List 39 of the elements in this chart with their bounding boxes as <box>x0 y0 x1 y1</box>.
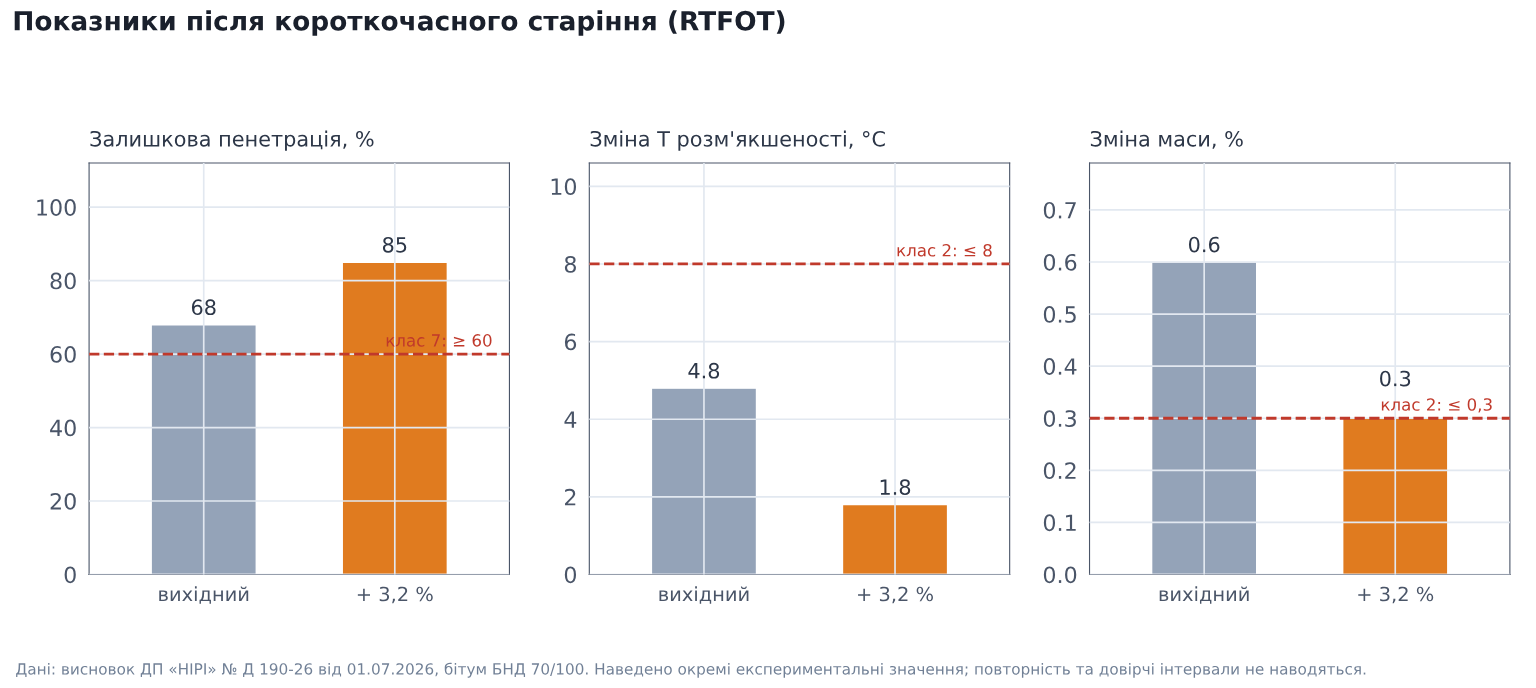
y-tick-label: 0.2 <box>1043 462 1076 480</box>
ref-line-label: клас 2: ≤ 0,3 <box>1381 398 1492 413</box>
y-tick-label: 0.6 <box>1043 253 1077 271</box>
y-tick-label: 0.0 <box>1043 566 1077 584</box>
y-tick-label: 20 <box>50 492 76 510</box>
x-tick-label: вихідний <box>1159 586 1249 604</box>
y-tick-label: 100 <box>37 199 76 216</box>
chart-subtitle: Залишкова пенетрація, % <box>90 130 374 151</box>
x-tick-label: + 3,2 % <box>357 586 433 604</box>
y-tick-label: 60 <box>50 346 76 363</box>
chart-subtitle: Зміна Т розм'якшеності, °C <box>590 130 885 151</box>
y-tick-label: 0.7 <box>1043 201 1076 219</box>
data-label: 0.3 <box>1380 370 1411 387</box>
y-tick-label: 0.5 <box>1043 306 1076 323</box>
x-tick-label: вихідний <box>659 586 749 604</box>
chart-subtitle: Зміна маси, % <box>1090 130 1243 149</box>
data-label: 68 <box>191 299 216 316</box>
y-tick-label: 80 <box>50 272 76 290</box>
y-tick-label: 0.3 <box>1043 410 1076 427</box>
data-label: 0.6 <box>1188 236 1220 253</box>
y-tick-label: 40 <box>50 419 76 437</box>
data-label: 85 <box>382 236 407 253</box>
x-tick-label: + 3,2 % <box>858 586 933 604</box>
y-tick-label: 0 <box>564 566 577 584</box>
y-tick-label: 10 <box>551 178 577 196</box>
y-tick-label: 4 <box>564 411 577 428</box>
y-tick-label: 2 <box>564 488 576 506</box>
x-tick-label: + 3,2 % <box>1358 586 1434 604</box>
text: Дані: висновок ДП «НІРІ» № Д 190-26 від 01.07.2026, бітум БНД 70/100. Наведено окремі експериментальні значення; повторність та довірчі інтервали не наводяться. <box>16 662 1366 678</box>
y-tick-label: 0.4 <box>1043 358 1077 375</box>
y-tick-label: 0 <box>64 566 76 584</box>
data-label: 4.8 <box>688 362 720 379</box>
data-label: 1.8 <box>880 479 911 496</box>
chart-title: Показники після короткочасного старіння (RTFOT) <box>14 10 785 36</box>
y-tick-label: 0.1 <box>1043 514 1076 532</box>
ref-line-label: клас 2: ≤ 8 <box>897 243 992 257</box>
x-tick-label: вихідний <box>159 586 249 604</box>
y-tick-label: 6 <box>564 333 577 351</box>
y-tick-label: 8 <box>564 255 576 273</box>
